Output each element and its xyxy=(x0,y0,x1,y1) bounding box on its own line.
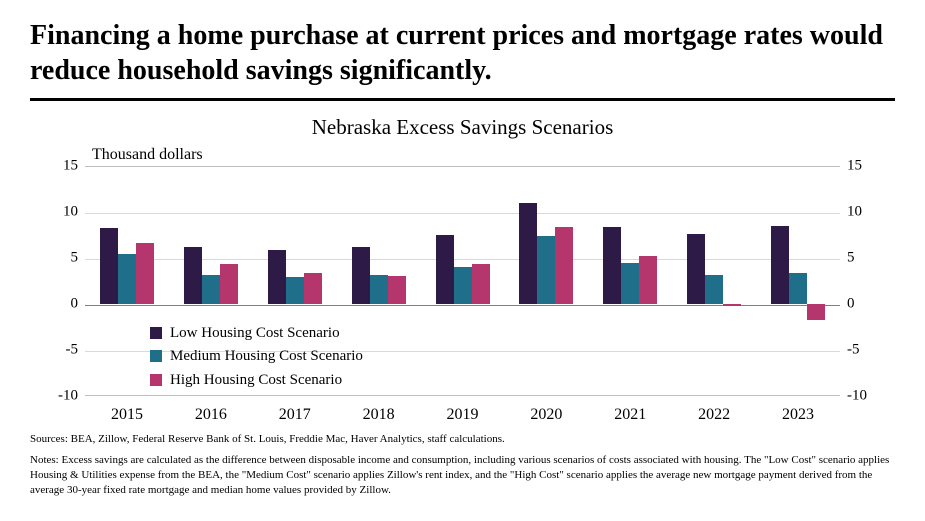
legend-swatch xyxy=(150,327,162,339)
ytick-right: -5 xyxy=(847,342,877,359)
ytick-left: 10 xyxy=(48,204,78,221)
bar xyxy=(771,226,789,304)
chart-title: Nebraska Excess Savings Scenarios xyxy=(30,115,895,140)
title-divider xyxy=(30,98,895,101)
bar xyxy=(304,273,322,304)
ytick-left: -10 xyxy=(48,388,78,405)
bar xyxy=(454,267,472,304)
legend-label: Low Housing Cost Scenario xyxy=(170,322,340,345)
bar xyxy=(621,263,639,304)
bar xyxy=(136,243,154,304)
ytick-left: 15 xyxy=(48,158,78,175)
bar xyxy=(639,256,657,304)
legend-label: High Housing Cost Scenario xyxy=(170,369,342,392)
notes-text: Notes: Excess savings are calculated as … xyxy=(30,453,895,498)
xtick-label: 2022 xyxy=(698,406,730,424)
bar xyxy=(118,254,136,304)
bar xyxy=(436,235,454,304)
bar xyxy=(352,247,370,304)
bar xyxy=(370,275,388,304)
bar xyxy=(537,236,555,304)
bar xyxy=(268,250,286,304)
xtick-label: 2018 xyxy=(363,406,395,424)
bar xyxy=(705,275,723,304)
bar xyxy=(472,264,490,304)
bar xyxy=(202,275,220,304)
legend-item: Medium Housing Cost Scenario xyxy=(150,345,363,368)
xtick-label: 2019 xyxy=(447,406,479,424)
ytick-right: 0 xyxy=(847,296,877,313)
bar xyxy=(519,203,537,304)
bar xyxy=(184,247,202,304)
legend: Low Housing Cost ScenarioMedium Housing … xyxy=(150,322,363,393)
xtick-label: 2020 xyxy=(530,406,562,424)
xtick-label: 2021 xyxy=(614,406,646,424)
bar xyxy=(286,277,304,304)
page-title: Financing a home purchase at current pri… xyxy=(30,18,895,88)
ytick-right: 15 xyxy=(847,158,877,175)
ytick-right: 5 xyxy=(847,250,877,267)
legend-label: Medium Housing Cost Scenario xyxy=(170,345,363,368)
xtick-label: 2023 xyxy=(782,406,814,424)
legend-swatch xyxy=(150,374,162,386)
ytick-left: 5 xyxy=(48,250,78,267)
ytick-left: 0 xyxy=(48,296,78,313)
xtick-label: 2016 xyxy=(195,406,227,424)
legend-swatch xyxy=(150,350,162,362)
bar xyxy=(220,264,238,304)
bar xyxy=(807,304,825,320)
y-axis-unit: Thousand dollars xyxy=(92,146,203,164)
sources-text: Sources: BEA, Zillow, Federal Reserve Ba… xyxy=(30,432,895,447)
bar xyxy=(388,276,406,304)
legend-item: Low Housing Cost Scenario xyxy=(150,322,363,345)
ytick-left: -5 xyxy=(48,342,78,359)
bar xyxy=(687,234,705,304)
bar xyxy=(555,227,573,304)
bar xyxy=(100,228,118,304)
ytick-right: -10 xyxy=(847,388,877,405)
ytick-right: 10 xyxy=(847,204,877,221)
bar xyxy=(723,304,741,306)
chart-container: Thousand dollars 15 10 5 0 -5 -10 15 10 5 0 -5 -10… xyxy=(30,146,895,426)
bar xyxy=(789,273,807,304)
xtick-label: 2015 xyxy=(111,406,143,424)
legend-item: High Housing Cost Scenario xyxy=(150,369,363,392)
xtick-label: 2017 xyxy=(279,406,311,424)
bar xyxy=(603,227,621,304)
